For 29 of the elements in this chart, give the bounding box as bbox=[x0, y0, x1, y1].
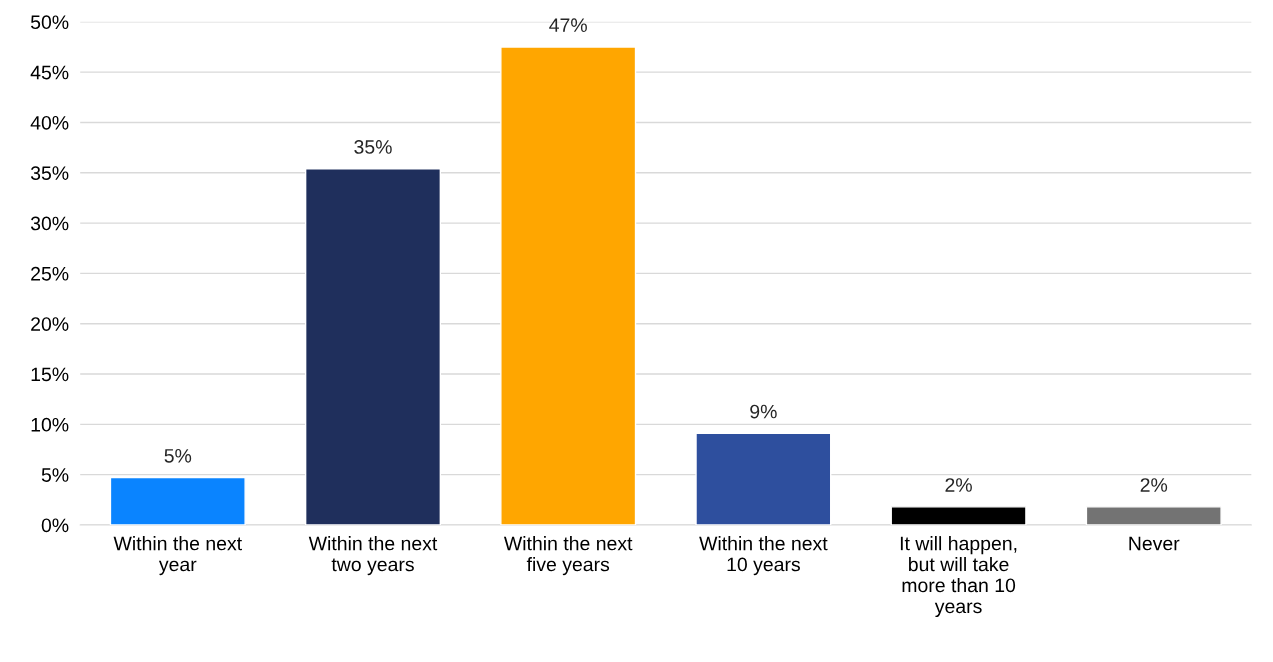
bar bbox=[109, 476, 246, 525]
x-tick-label: It will happen, but will take more than 10 years bbox=[900, 536, 1017, 618]
y-tick-label: 10% bbox=[31, 417, 69, 432]
y-tick-label: 20% bbox=[31, 317, 69, 331]
x-tick-label: Within the next two years bbox=[308, 536, 438, 576]
data-label: 2% bbox=[945, 478, 972, 492]
y-tick-label: 0% bbox=[41, 518, 69, 533]
y-tick-label: 15% bbox=[31, 367, 69, 382]
data-label: 35% bbox=[354, 140, 392, 154]
data-label: 9% bbox=[750, 404, 777, 419]
y-tick-label: 30% bbox=[30, 216, 69, 231]
y-tick-label: 35% bbox=[30, 166, 69, 181]
y-tick-label: 45% bbox=[30, 65, 69, 80]
x-tick-label: Within the next 10 years bbox=[699, 536, 828, 576]
y-tick-label: 5% bbox=[41, 468, 69, 482]
x-tick-label: Within the next five years bbox=[503, 536, 633, 576]
x-tick-label: Within the next year bbox=[113, 536, 242, 576]
y-tick-label: 25% bbox=[31, 266, 69, 281]
bar bbox=[695, 432, 832, 525]
bar bbox=[304, 168, 442, 525]
bar bbox=[890, 506, 1027, 525]
data-label: 5% bbox=[164, 449, 192, 463]
y-tick-label: 50% bbox=[30, 15, 69, 30]
data-label: 2% bbox=[1140, 478, 1168, 492]
data-label: 47% bbox=[549, 18, 587, 32]
x-tick-label: Never bbox=[1129, 536, 1180, 551]
bar bbox=[1085, 506, 1222, 525]
y-tick-label: 40% bbox=[30, 115, 69, 130]
bar bbox=[500, 46, 637, 525]
